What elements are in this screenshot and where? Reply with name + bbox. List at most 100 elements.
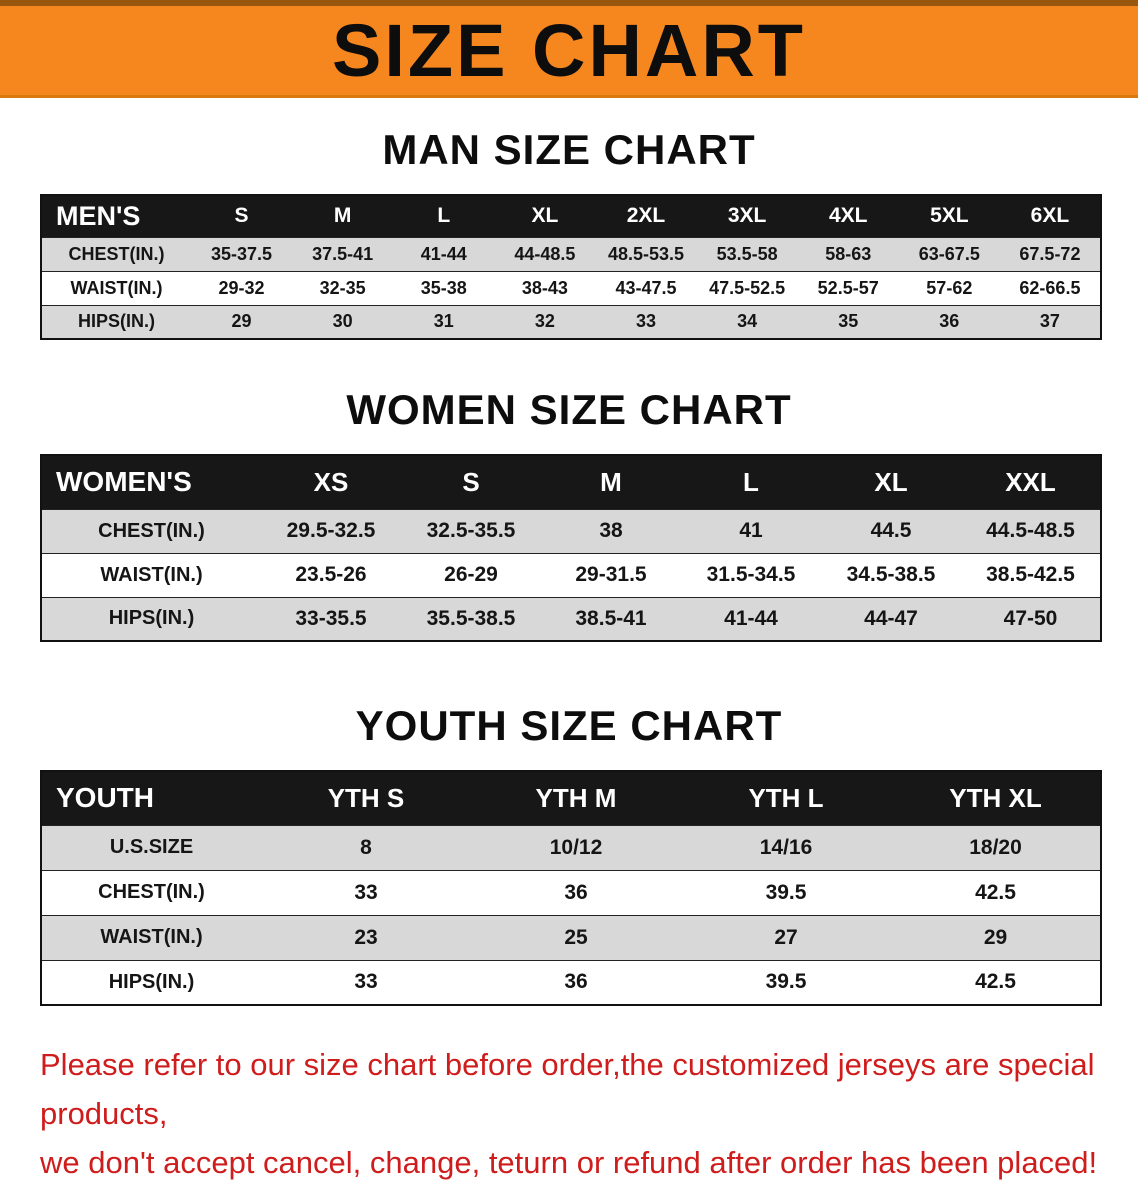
cell: 36	[564, 880, 588, 904]
cell: 26-29	[444, 563, 498, 586]
row-label: WAIST(IN.)	[100, 563, 203, 586]
women-table-label: WOMEN'S	[41, 455, 261, 509]
cell: 33	[354, 880, 378, 904]
women-section: WOMEN SIZE CHART WOMEN'S XS S M L XL XXL…	[0, 386, 1138, 642]
column-header: M	[541, 455, 681, 509]
cell: 44-47	[864, 606, 918, 630]
youth-header-row: YOUTH YTH S YTH M YTH L YTH XL	[41, 771, 1101, 825]
cell: 8	[360, 835, 372, 859]
cell: 62-66.5	[1019, 277, 1081, 298]
cell: 58-63	[825, 243, 872, 264]
cell: 32-35	[319, 277, 366, 298]
women-size-table: WOMEN'S XS S M L XL XXL CHEST(IN.) 29.5-…	[40, 454, 1102, 642]
men-waist-row: WAIST(IN.) 29-32 32-35 35-38 38-43 43-47…	[41, 271, 1101, 305]
cell: 53.5-58	[716, 243, 778, 264]
women-chest-row: CHEST(IN.) 29.5-32.5 32.5-35.5 38 41 44.…	[41, 509, 1101, 553]
column-header: 6XL	[999, 195, 1101, 237]
women-hips-row: HIPS(IN.) 33-35.5 35.5-38.5 38.5-41 41-4…	[41, 597, 1101, 641]
cell: 33-35.5	[295, 606, 367, 630]
row-label: HIPS(IN.)	[108, 970, 195, 993]
youth-size-table: YOUTH YTH S YTH M YTH L YTH XL U.S.SIZE …	[40, 770, 1102, 1006]
men-chest-row: CHEST(IN.) 35-37.5 37.5-41 41-44 44-48.5…	[41, 237, 1101, 271]
column-header: 4XL	[797, 195, 899, 237]
women-header-row: WOMEN'S XS S M L XL XXL	[41, 455, 1101, 509]
men-size-table: MEN'S S M L XL 2XL 3XL 4XL 5XL 6XL CHEST…	[40, 194, 1102, 340]
row-label: HIPS(IN.)	[108, 607, 195, 630]
column-header: 5XL	[898, 195, 1000, 237]
cell: 48.5-53.5	[607, 243, 685, 264]
cell: 42.5	[975, 970, 1016, 994]
cell: 47.5-52.5	[709, 277, 786, 298]
cell: 38.5-42.5	[986, 563, 1075, 586]
column-header: S	[401, 455, 541, 509]
youth-table-label: YOUTH	[41, 771, 261, 825]
cell: 29	[231, 311, 252, 332]
cell: 25	[564, 925, 588, 949]
cell: 29-31.5	[575, 563, 647, 586]
cell: 23	[354, 925, 378, 949]
youth-section: YOUTH SIZE CHART YOUTH YTH S YTH M YTH L…	[0, 702, 1138, 1006]
men-heading: MAN SIZE CHART	[382, 126, 756, 173]
youth-waist-row: WAIST(IN.) 23 25 27 29	[41, 915, 1101, 960]
men-table-label: MEN'S	[41, 195, 191, 237]
cell: 14/16	[759, 835, 813, 859]
cell: 34	[737, 311, 758, 332]
cell: 39.5	[765, 880, 807, 904]
cell: 35-37.5	[211, 243, 273, 264]
row-label: CHEST(IN.)	[68, 243, 165, 264]
column-header: 2XL	[595, 195, 697, 237]
youth-ussize-row: U.S.SIZE 8 10/12 14/16 18/20	[41, 825, 1101, 870]
cell: 44.5	[870, 519, 912, 542]
men-header-row: MEN'S S M L XL 2XL 3XL 4XL 5XL 6XL	[41, 195, 1101, 237]
women-heading: WOMEN SIZE CHART	[346, 386, 792, 433]
cell: 35	[838, 311, 859, 332]
cell: 29-32	[218, 277, 265, 298]
column-header: YTH M	[471, 771, 681, 825]
youth-hips-row: HIPS(IN.) 33 36 39.5 42.5	[41, 960, 1101, 1005]
cell: 30	[332, 311, 353, 332]
column-header: XS	[261, 455, 401, 509]
row-label: CHEST(IN.)	[98, 519, 205, 542]
cell: 34.5-38.5	[846, 563, 936, 586]
men-hips-row: HIPS(IN.) 29 30 31 32 33 34 35 36 37	[41, 305, 1101, 339]
page-title: SIZE CHART	[332, 9, 806, 92]
column-header: YTH L	[681, 771, 891, 825]
cell: 35-38	[420, 277, 467, 298]
cell: 41-44	[420, 243, 467, 264]
cell: 43-47.5	[615, 277, 677, 298]
row-label: WAIST(IN.)	[100, 926, 203, 948]
cell: 31.5-34.5	[706, 563, 796, 586]
cell: 38	[599, 519, 623, 542]
cell: 37.5-41	[312, 243, 374, 264]
row-label: CHEST(IN.)	[98, 881, 205, 903]
disclaimer: Please refer to our size chart before or…	[40, 1040, 1118, 1187]
cell: 44.5-48.5	[986, 519, 1075, 542]
row-label: U.S.SIZE	[109, 836, 194, 858]
cell: 35.5-38.5	[426, 606, 516, 630]
cell: 67.5-72	[1019, 243, 1081, 264]
column-header: L	[393, 195, 495, 237]
cell: 47-50	[1003, 606, 1058, 630]
cell: 38.5-41	[575, 606, 647, 630]
cell: 32	[534, 311, 555, 332]
cell: 41	[739, 519, 763, 542]
men-section: MAN SIZE CHART MEN'S S M L XL 2XL 3XL 4X…	[0, 126, 1138, 340]
cell: 32.5-35.5	[426, 519, 516, 542]
cell: 27	[774, 925, 798, 949]
cell: 29	[983, 925, 1008, 949]
cell: 36	[564, 970, 588, 994]
cell: 44-48.5	[514, 243, 576, 264]
cell: 52.5-57	[817, 277, 879, 298]
disclaimer-line-2: we don't accept cancel, change, teturn o…	[40, 1145, 1098, 1180]
column-header: XL	[821, 455, 961, 509]
column-header: XXL	[961, 455, 1101, 509]
row-label: WAIST(IN.)	[70, 277, 163, 298]
cell: 42.5	[975, 880, 1016, 904]
women-waist-row: WAIST(IN.) 23.5-26 26-29 29-31.5 31.5-34…	[41, 553, 1101, 597]
cell: 38-43	[521, 277, 568, 298]
cell: 63-67.5	[918, 243, 980, 264]
cell: 39.5	[765, 970, 807, 994]
column-header: 3XL	[696, 195, 798, 237]
cell: 33	[354, 970, 378, 994]
